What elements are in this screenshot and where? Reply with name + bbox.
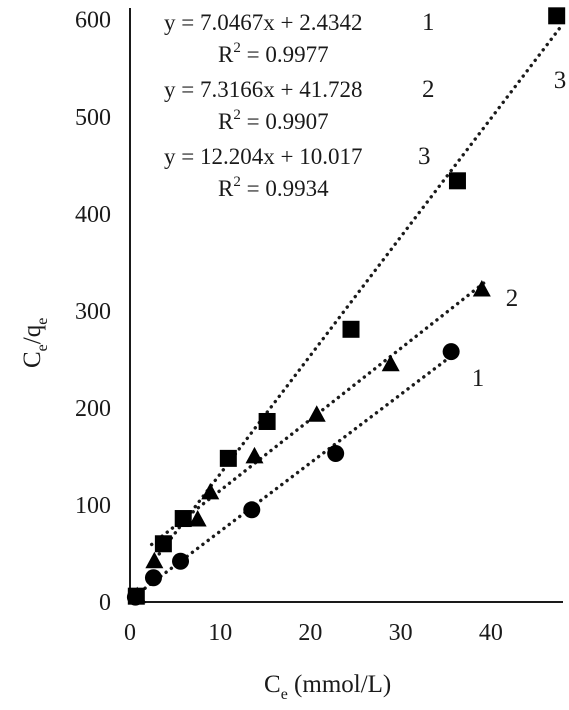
trendline-series-3 xyxy=(153,26,562,561)
x-tick-label: 30 xyxy=(389,620,413,646)
data-point-series-3 xyxy=(154,535,172,553)
data-point-series-2 xyxy=(145,551,164,569)
data-point-series-2 xyxy=(201,482,220,500)
data-point-series-2 xyxy=(381,354,400,372)
y-tick-labels: 0 100 200 300 400 500 600 xyxy=(75,8,111,616)
data-point-series-3 xyxy=(448,172,466,190)
r2-2: R2 = 0.9907 xyxy=(218,107,329,134)
trendlines xyxy=(132,26,562,598)
x-tick-labels: 0 10 20 30 40 xyxy=(124,620,503,646)
data-point-series-3 xyxy=(219,449,237,467)
equation-1: y = 7.0467x + 2.4342 xyxy=(164,10,362,35)
series-label-3: 3 xyxy=(554,67,567,94)
y-tick-label: 0 xyxy=(99,590,111,616)
data-point-series-3 xyxy=(548,7,566,25)
data-markers xyxy=(126,7,566,606)
series-labels: 1 2 3 xyxy=(472,67,567,392)
data-point-series-1 xyxy=(172,552,190,570)
equation-2: y = 7.3166x + 41.728 xyxy=(164,77,362,102)
x-tick-label: 20 xyxy=(298,620,322,646)
trendline-series-1 xyxy=(132,348,461,598)
data-point-series-2 xyxy=(472,280,491,297)
equation-block: y = 7.0467x + 2.4342 1 R2 = 0.9977 y = 7… xyxy=(164,9,435,201)
data-point-series-1 xyxy=(243,501,261,519)
y-tick-label: 300 xyxy=(75,299,111,325)
data-point-series-3 xyxy=(342,320,360,338)
data-point-series-3 xyxy=(127,587,145,605)
y-tick-label: 400 xyxy=(75,202,111,228)
y-tick-label: 500 xyxy=(75,105,111,131)
r2-3: R2 = 0.9934 xyxy=(218,174,329,201)
equation-3: y = 12.204x + 10.017 xyxy=(164,144,362,169)
y-tick-label: 200 xyxy=(75,396,111,422)
x-axis-label: Ce (mmol/L) xyxy=(264,671,391,703)
x-tick-label: 10 xyxy=(208,620,232,646)
series-label-2: 2 xyxy=(506,285,519,312)
data-point-series-3 xyxy=(174,510,192,528)
data-point-series-2 xyxy=(307,405,326,422)
y-tick-label: 100 xyxy=(75,493,111,519)
data-point-series-1 xyxy=(327,445,345,463)
x-tick-label: 0 xyxy=(124,620,136,646)
r2-1: R2 = 0.9977 xyxy=(218,40,329,67)
data-point-series-1 xyxy=(144,569,162,587)
y-tick-label: 600 xyxy=(75,8,111,34)
equation-2-number: 2 xyxy=(422,76,435,103)
axes xyxy=(129,8,563,603)
x-tick-label: 40 xyxy=(479,620,503,646)
equation-1-number: 1 xyxy=(422,9,435,36)
data-point-series-2 xyxy=(245,446,264,464)
y-axis-label: Ce/qe xyxy=(19,318,51,368)
data-point-series-3 xyxy=(258,412,276,430)
series-label-1: 1 xyxy=(472,365,485,392)
data-point-series-2 xyxy=(188,510,207,527)
equation-3-number: 3 xyxy=(418,143,431,170)
data-point-series-1 xyxy=(442,343,460,361)
